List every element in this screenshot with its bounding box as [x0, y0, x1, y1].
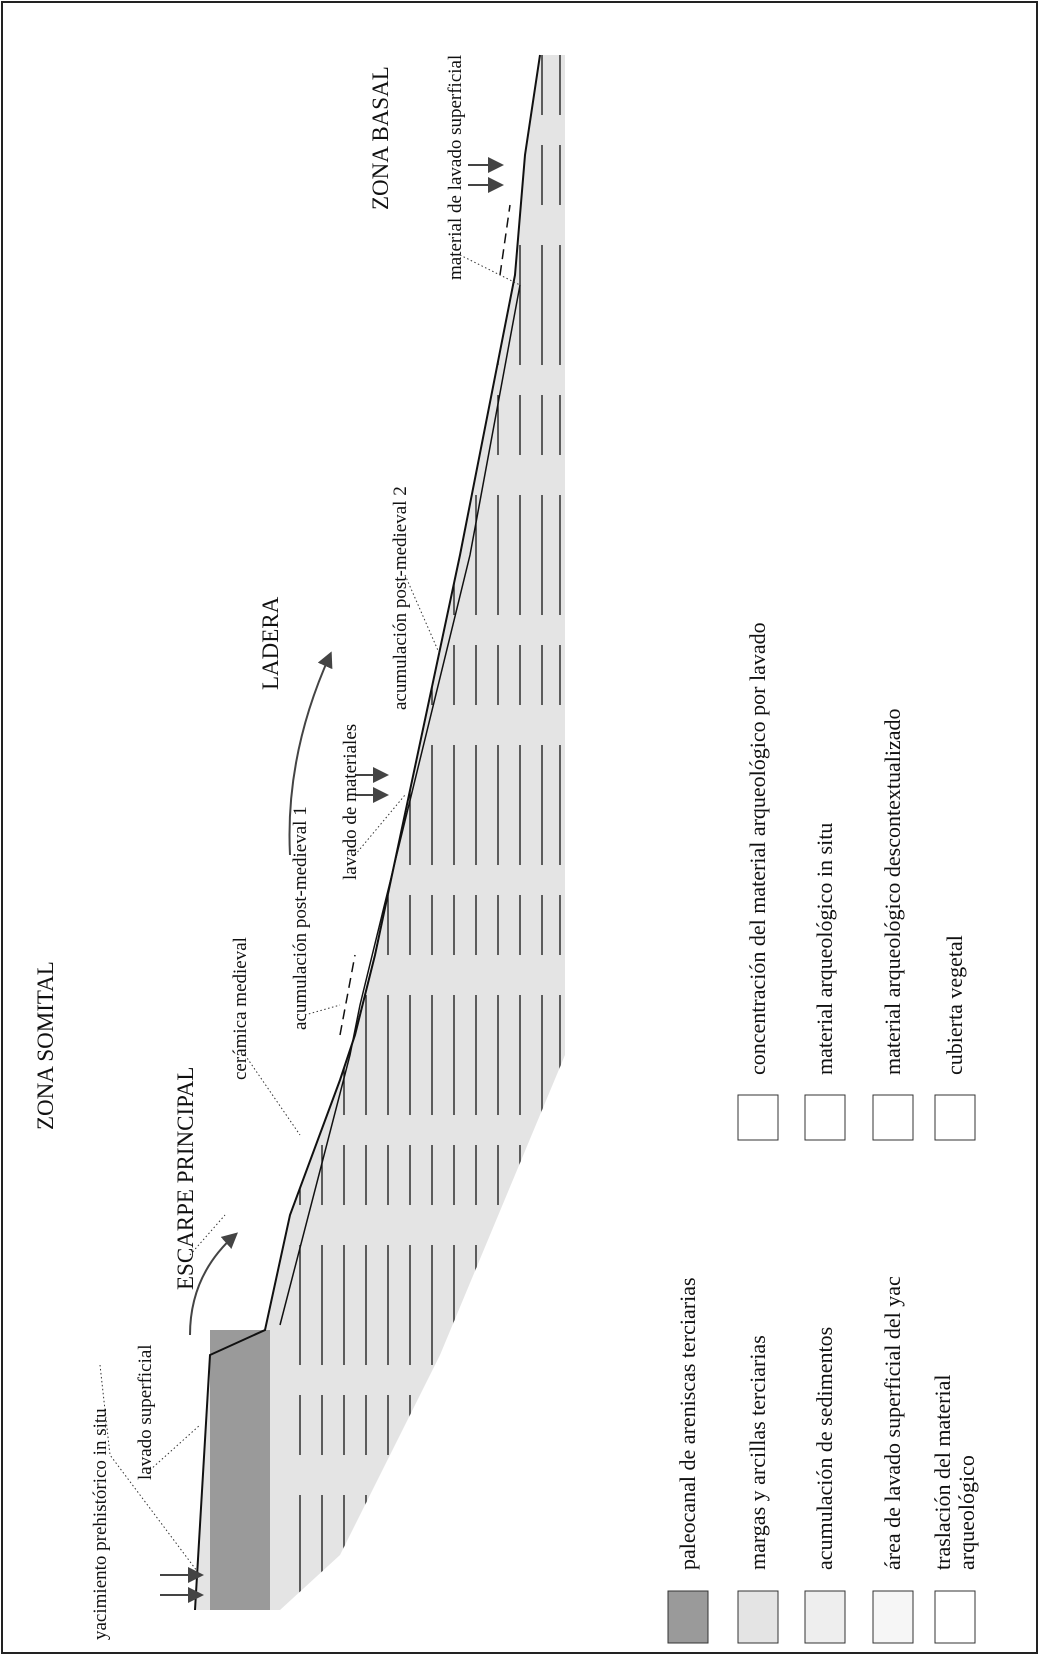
legend: paleocanal de areniscas terciarias marga…	[668, 622, 979, 1643]
paleocanal	[210, 1330, 270, 1610]
legend-label: margas y arcillas terciarias	[745, 1335, 770, 1570]
legend-label: área de lavado superficial del yac	[880, 1276, 905, 1570]
legend-swatch	[935, 1095, 975, 1140]
legend-swatch	[873, 1591, 913, 1643]
label: acumulación post-medieval 1	[290, 806, 311, 1030]
dashed-line	[500, 205, 510, 275]
legend-swatch	[873, 1095, 913, 1140]
label: cerámica medieval	[230, 937, 251, 1080]
diagram: ZONA SOMITAL yacimiento prehistórico in …	[0, 0, 1039, 1655]
legend-swatch	[805, 1591, 845, 1643]
leader	[460, 255, 520, 285]
legend-label: paleocanal de areniscas terciarias	[675, 1277, 700, 1570]
label: yacimiento prehistórico in situ	[90, 1408, 111, 1640]
legend-label: concentración del material arqueológico …	[745, 622, 770, 1075]
legend-swatch	[805, 1095, 845, 1140]
label: LADERA	[258, 596, 283, 690]
label: ZONA SOMITAL	[33, 961, 58, 1130]
label: material de lavado superficial	[445, 55, 466, 280]
label: acumulación post-medieval 2	[390, 486, 411, 710]
legend-label: traslación del material	[930, 1375, 955, 1570]
label: ZONA BASAL	[368, 66, 393, 210]
legend-label: arqueológico	[954, 1455, 979, 1570]
legend-label: material arqueológico descontextualizado	[880, 708, 905, 1075]
leader	[150, 1425, 200, 1470]
cross-section: ZONA SOMITAL yacimiento prehistórico in …	[33, 45, 979, 1643]
label: lavado superficial	[135, 1344, 156, 1480]
label: lavado de materiales	[340, 724, 361, 880]
label: ESCARPE PRINCIPAL	[173, 1067, 198, 1290]
legend-swatch	[668, 1591, 708, 1643]
legend-swatch	[738, 1591, 778, 1643]
legend-swatch	[738, 1095, 778, 1140]
legend-label: material arqueológico in situ	[812, 823, 837, 1075]
dashed-line	[340, 955, 355, 1035]
legend-label: acumulación de sedimentos	[812, 1327, 837, 1570]
leader	[245, 1055, 300, 1135]
legend-swatch	[935, 1591, 975, 1643]
legend-label: cubierta vegetal	[942, 935, 967, 1075]
